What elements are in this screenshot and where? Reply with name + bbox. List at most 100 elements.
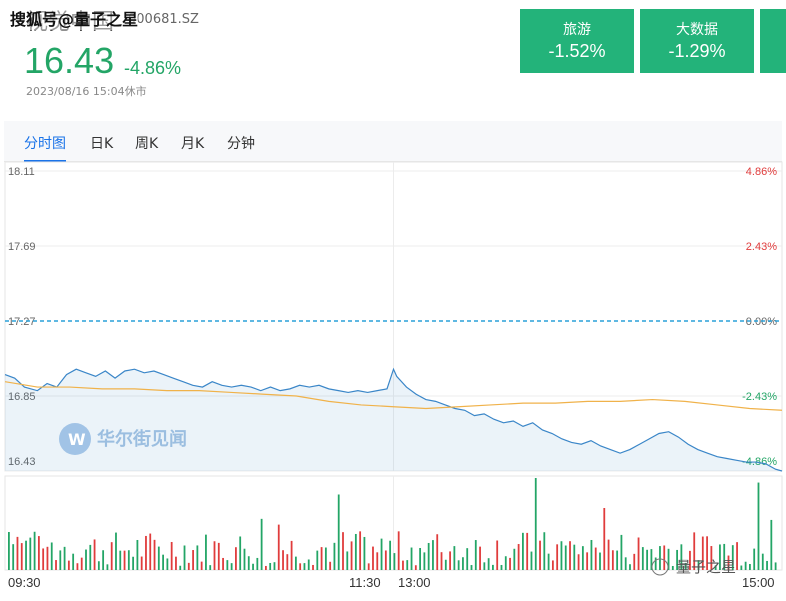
volume-bar: [556, 544, 559, 570]
volume-bar: [42, 548, 45, 570]
tab-monthly-k[interactable]: 月K: [181, 136, 205, 152]
sector-card-bigdata[interactable]: 大数据 -1.29%: [640, 9, 754, 73]
sector-card-tourism[interactable]: 旅游 -1.52%: [520, 9, 634, 73]
volume-bar: [359, 531, 362, 570]
volume-bar: [667, 548, 670, 570]
volume-bar: [522, 532, 524, 570]
volume-bar: [187, 562, 190, 570]
volume-bar: [774, 562, 777, 570]
volume-bar: [727, 555, 730, 570]
volume-bar: [719, 544, 721, 570]
volume-bar: [145, 535, 147, 570]
volume-bar: [59, 550, 62, 570]
volume-bar: [406, 560, 409, 570]
source-watermark: 搜狐号@量子之星: [10, 6, 139, 30]
volume-bar: [723, 543, 726, 570]
volume-bar: [496, 540, 499, 570]
volume-bar: [363, 536, 366, 570]
volume-bar: [680, 544, 683, 570]
volume-bar: [324, 547, 327, 570]
volume-bar: [509, 557, 511, 570]
volume-bar: [286, 554, 289, 570]
volume-bar: [419, 547, 421, 570]
volume-bar: [226, 560, 229, 570]
volume-bar: [175, 556, 177, 570]
volume-bar: [179, 565, 182, 570]
volume-bar: [504, 556, 507, 570]
volume-bar: [530, 551, 533, 570]
y-tick-right: 4.86%: [746, 166, 777, 178]
sector-name: 大数据: [676, 22, 718, 38]
volume-bar: [714, 565, 717, 570]
wscn-logo-icon: [59, 423, 91, 455]
volume-bar: [684, 562, 687, 570]
volume-bar: [367, 563, 370, 570]
wechat-icon: [651, 558, 669, 576]
tab-weekly-k[interactable]: 周K: [135, 136, 159, 152]
volume-bar: [372, 546, 374, 570]
volume-bar: [243, 548, 246, 570]
volume-bar: [594, 547, 597, 570]
volume-bar: [162, 554, 164, 570]
volume-bar: [303, 563, 306, 570]
volume-bar: [487, 558, 490, 570]
volume-bar: [217, 542, 220, 570]
volume-bar: [140, 556, 143, 570]
volume-bar: [483, 562, 486, 570]
volume-bar: [384, 550, 387, 570]
volume-bar: [269, 562, 272, 570]
volume-bar: [641, 547, 644, 570]
volume-bar: [517, 544, 520, 570]
volume-bar: [153, 539, 156, 570]
volume-bar: [581, 546, 584, 570]
volume-bar: [457, 560, 460, 570]
volume-bar: [466, 548, 469, 570]
volume-bar: [376, 552, 379, 570]
tab-daily-k[interactable]: 日K: [90, 136, 114, 152]
volume-bar: [671, 565, 674, 570]
volume-bar: [564, 545, 567, 570]
y-tick-left: 17.69: [8, 241, 36, 253]
volume-bar: [770, 519, 773, 570]
price-line: [4, 367, 783, 472]
volume-bar: [577, 554, 580, 570]
volume-bar: [320, 547, 323, 570]
volume-bar: [479, 546, 481, 570]
volume-bar: [654, 557, 657, 570]
volume-bar: [33, 531, 36, 570]
volume-bar: [247, 556, 250, 570]
volume-bar: [414, 565, 417, 570]
volume-bar: [633, 553, 636, 570]
volume-bar: [761, 553, 764, 570]
volume-bar: [397, 531, 400, 570]
volume-bar: [689, 550, 691, 570]
volume-bar: [16, 536, 19, 570]
sector-change: -1.29%: [668, 41, 726, 61]
volume-bar: [110, 542, 113, 570]
volume-bar: [701, 536, 704, 570]
volume-bar: [766, 560, 768, 570]
sector-card-partial[interactable]: [760, 9, 786, 73]
volume-bar: [753, 548, 756, 570]
y-tick-right: 2.43%: [746, 241, 777, 253]
y-tick-left: 16.43: [8, 456, 36, 468]
volume-bar: [230, 563, 233, 570]
volume-bar: [29, 537, 32, 570]
volume-bar: [663, 545, 666, 570]
volume-bar: [97, 561, 100, 570]
volume-bar: [209, 565, 212, 570]
volume-bar: [650, 549, 653, 570]
timestamp: 2023/08/16 15:04休市: [26, 85, 147, 98]
volume-bar: [543, 532, 546, 570]
volume-bar: [492, 564, 494, 570]
volume-bar: [354, 533, 357, 570]
tab-intraday[interactable]: 分时图: [24, 133, 66, 162]
tab-minute[interactable]: 分钟: [227, 136, 255, 152]
volume-bar: [474, 540, 477, 570]
volume-bar: [136, 539, 139, 570]
volume-bar: [93, 539, 96, 570]
volume-bar: [449, 551, 451, 570]
volume-bar: [611, 550, 614, 570]
volume-bar: [706, 536, 708, 570]
volume-bar: [607, 539, 610, 570]
